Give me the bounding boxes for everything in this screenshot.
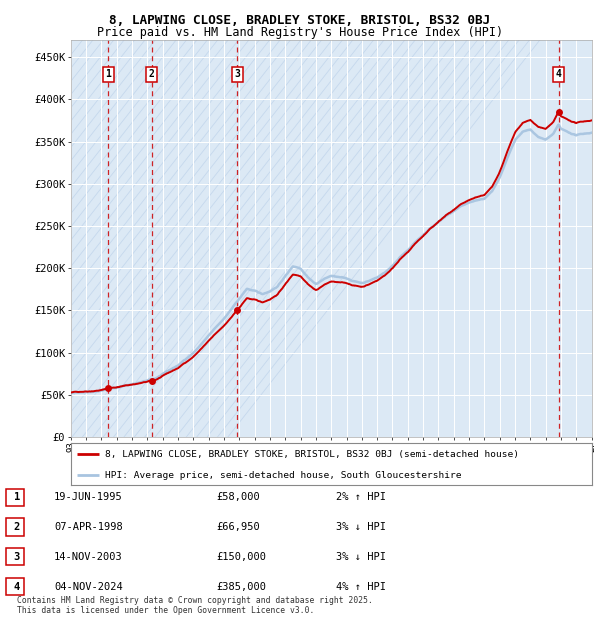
Text: 1: 1 <box>106 69 112 79</box>
Text: 3: 3 <box>235 69 240 79</box>
Text: 2% ↑ HPI: 2% ↑ HPI <box>336 492 386 502</box>
Text: 19-JUN-1995: 19-JUN-1995 <box>54 492 123 502</box>
Text: 14-NOV-2003: 14-NOV-2003 <box>54 552 123 562</box>
Text: 3: 3 <box>14 552 20 562</box>
Text: 07-APR-1998: 07-APR-1998 <box>54 522 123 532</box>
Text: 2: 2 <box>149 69 154 79</box>
Text: Contains HM Land Registry data © Crown copyright and database right 2025.
This d: Contains HM Land Registry data © Crown c… <box>17 596 373 615</box>
Text: 4: 4 <box>14 582 20 591</box>
Text: HPI: Average price, semi-detached house, South Gloucestershire: HPI: Average price, semi-detached house,… <box>104 471 461 480</box>
Text: £66,950: £66,950 <box>216 522 260 532</box>
Text: 8, LAPWING CLOSE, BRADLEY STOKE, BRISTOL, BS32 0BJ: 8, LAPWING CLOSE, BRADLEY STOKE, BRISTOL… <box>109 14 491 27</box>
Text: 4% ↑ HPI: 4% ↑ HPI <box>336 582 386 591</box>
Text: 1: 1 <box>14 492 20 502</box>
Text: 4: 4 <box>556 69 562 79</box>
Text: 3% ↓ HPI: 3% ↓ HPI <box>336 522 386 532</box>
Text: 3% ↓ HPI: 3% ↓ HPI <box>336 552 386 562</box>
Text: 2: 2 <box>14 522 20 532</box>
Text: Price paid vs. HM Land Registry's House Price Index (HPI): Price paid vs. HM Land Registry's House … <box>97 26 503 39</box>
Text: 04-NOV-2024: 04-NOV-2024 <box>54 582 123 591</box>
Text: £150,000: £150,000 <box>216 552 266 562</box>
Text: £58,000: £58,000 <box>216 492 260 502</box>
Text: 8, LAPWING CLOSE, BRADLEY STOKE, BRISTOL, BS32 0BJ (semi-detached house): 8, LAPWING CLOSE, BRADLEY STOKE, BRISTOL… <box>104 450 518 459</box>
Text: £385,000: £385,000 <box>216 582 266 591</box>
